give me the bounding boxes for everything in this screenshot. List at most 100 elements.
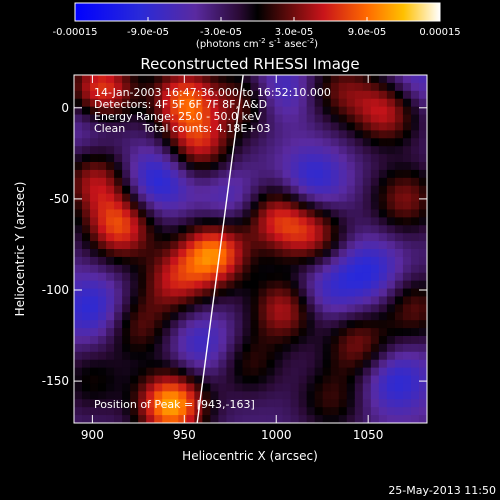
- heatmap-cell: [370, 272, 380, 282]
- heatmap-cell: [274, 383, 284, 392]
- heatmap-cell: [314, 328, 324, 337]
- heatmap-cell: [298, 249, 308, 258]
- colorbar-tick-label: -3.0e-05: [200, 27, 242, 38]
- heatmap-cell: [170, 193, 179, 203]
- heatmap-cell: [418, 407, 427, 416]
- heatmap-cell: [194, 288, 203, 298]
- heatmap-cell: [306, 201, 316, 211]
- heatmap-cell: [306, 367, 316, 377]
- heatmap-cell: [154, 288, 163, 298]
- heatmap-cell: [130, 399, 139, 408]
- heatmap-cell: [266, 312, 276, 321]
- heatmap-cell: [298, 241, 308, 250]
- heatmap-cell: [290, 114, 300, 124]
- heatmap-cell: [170, 138, 179, 147]
- info-energy-range: Energy Range: 25.0 - 50.0 keV: [94, 110, 262, 123]
- heatmap-cell: [130, 106, 139, 116]
- heatmap-cell: [322, 90, 332, 100]
- heatmap-cell: [186, 193, 195, 203]
- heatmap-cell: [106, 280, 115, 290]
- heatmap-cell: [418, 272, 427, 282]
- heatmap-cell: [186, 122, 195, 131]
- heatmap-cell: [202, 82, 211, 92]
- heatmap-cell: [242, 256, 252, 266]
- heatmap-cell: [242, 225, 252, 234]
- heatmap-cell: [370, 146, 380, 155]
- heatmap-cell: [186, 312, 195, 321]
- heatmap-cell: [210, 359, 220, 369]
- heatmap-cell: [250, 162, 260, 171]
- heatmap-cell: [146, 193, 155, 203]
- heatmap-cell: [90, 391, 99, 400]
- heatmap-cell: [130, 193, 139, 203]
- heatmap-cell: [82, 122, 91, 131]
- heatmap-cell: [130, 154, 139, 163]
- heatmap-cell: [226, 122, 236, 131]
- heatmap-cell: [282, 391, 292, 400]
- heatmap-cell: [242, 312, 252, 321]
- heatmap-cell: [418, 415, 427, 423]
- heatmap-cell: [138, 336, 147, 345]
- heatmap-cell: [314, 272, 324, 282]
- heatmap-cell: [306, 98, 316, 108]
- heatmap-cell: [394, 391, 404, 400]
- heatmap-cell: [322, 241, 332, 250]
- heatmap-cell: [242, 241, 252, 250]
- heatmap-cell: [362, 233, 372, 242]
- heatmap-cell: [322, 359, 332, 369]
- heatmap-cell: [74, 312, 83, 321]
- heatmap-cell: [138, 217, 147, 226]
- heatmap-cell: [378, 304, 388, 313]
- heatmap-cell: [186, 225, 195, 234]
- heatmap-cell: [266, 296, 276, 305]
- heatmap-cell: [250, 272, 260, 282]
- heatmap-cell: [330, 375, 340, 385]
- heatmap-cell: [330, 407, 340, 416]
- heatmap-cell: [386, 177, 396, 187]
- heatmap-cell: [226, 328, 236, 337]
- heatmap-cell: [282, 375, 292, 385]
- heatmap-cell: [330, 217, 340, 226]
- heatmap-cell: [338, 225, 348, 234]
- heatmap-cell: [98, 280, 107, 290]
- heatmap-cell: [170, 249, 179, 258]
- heatmap-cell: [234, 351, 244, 361]
- heatmap-cell: [146, 209, 155, 218]
- heatmap-cell: [154, 193, 163, 203]
- heatmap-cell: [386, 225, 396, 234]
- heatmap-cell: [314, 399, 324, 408]
- heatmap-cell: [322, 264, 332, 274]
- heatmap-cell: [354, 312, 364, 321]
- heatmap-cell: [418, 201, 427, 211]
- heatmap-cell: [354, 415, 364, 423]
- heatmap-cell: [74, 304, 83, 313]
- heatmap-cell: [346, 359, 356, 369]
- heatmap-cell: [186, 280, 195, 290]
- heatmap-cell: [306, 280, 316, 290]
- heatmap-cell: [138, 146, 147, 155]
- heatmap-cell: [338, 264, 348, 274]
- heatmap-cell: [178, 249, 187, 258]
- heatmap-cell: [258, 328, 268, 337]
- heatmap-cell: [114, 185, 123, 195]
- heatmap-cell: [410, 343, 420, 353]
- heatmap-cell: [378, 75, 388, 84]
- heatmap-cell: [114, 351, 123, 361]
- heatmap-cell: [266, 415, 276, 423]
- heatmap-cell: [138, 256, 147, 266]
- heatmap-cell: [354, 241, 364, 250]
- heatmap-cell: [378, 280, 388, 290]
- heatmap-cell: [138, 201, 147, 211]
- heatmap-cell: [338, 201, 348, 211]
- heatmap-cell: [258, 98, 268, 108]
- heatmap-cell: [90, 296, 99, 305]
- heatmap-cell: [210, 98, 220, 108]
- heatmap-cell: [402, 304, 412, 313]
- heatmap-cell: [370, 288, 380, 298]
- heatmap-cell: [362, 209, 372, 218]
- heatmap-cell: [298, 272, 308, 282]
- heatmap-cell: [250, 312, 260, 321]
- heatmap-cell: [402, 399, 412, 408]
- heatmap-cell: [394, 383, 404, 392]
- heatmap-cell: [98, 336, 107, 345]
